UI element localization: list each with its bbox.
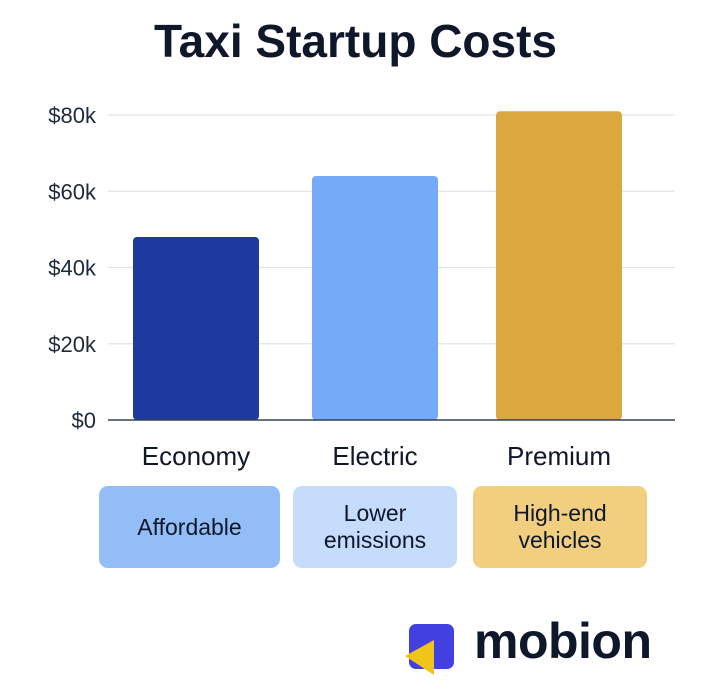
chart-title: Taxi Startup Costs [154, 15, 557, 67]
y-tick-label: $0 [72, 408, 96, 433]
tag-affordable: Affordable [99, 486, 280, 568]
y-axis-ticks: $0 $20k $40k $60k $80k [48, 103, 97, 433]
bar-electric [312, 176, 438, 420]
y-tick-label: $60k [48, 179, 97, 204]
x-tick-label: Economy [142, 441, 250, 471]
x-tick-label: Premium [507, 441, 611, 471]
x-tick-label: Electric [332, 441, 417, 471]
x-axis-labels: Economy Electric Premium [142, 441, 611, 471]
y-tick-label: $80k [48, 103, 97, 128]
y-tick-label: $20k [48, 332, 97, 357]
tag-lower-emissions: Lower emissions [293, 486, 457, 568]
tag-high-end-vehicles: High-end vehicles [473, 486, 647, 568]
y-tick-label: $40k [48, 256, 97, 281]
bar-economy [133, 237, 259, 420]
bars [133, 111, 622, 420]
brand-name: mobion [474, 613, 652, 669]
bar-premium [496, 111, 622, 420]
